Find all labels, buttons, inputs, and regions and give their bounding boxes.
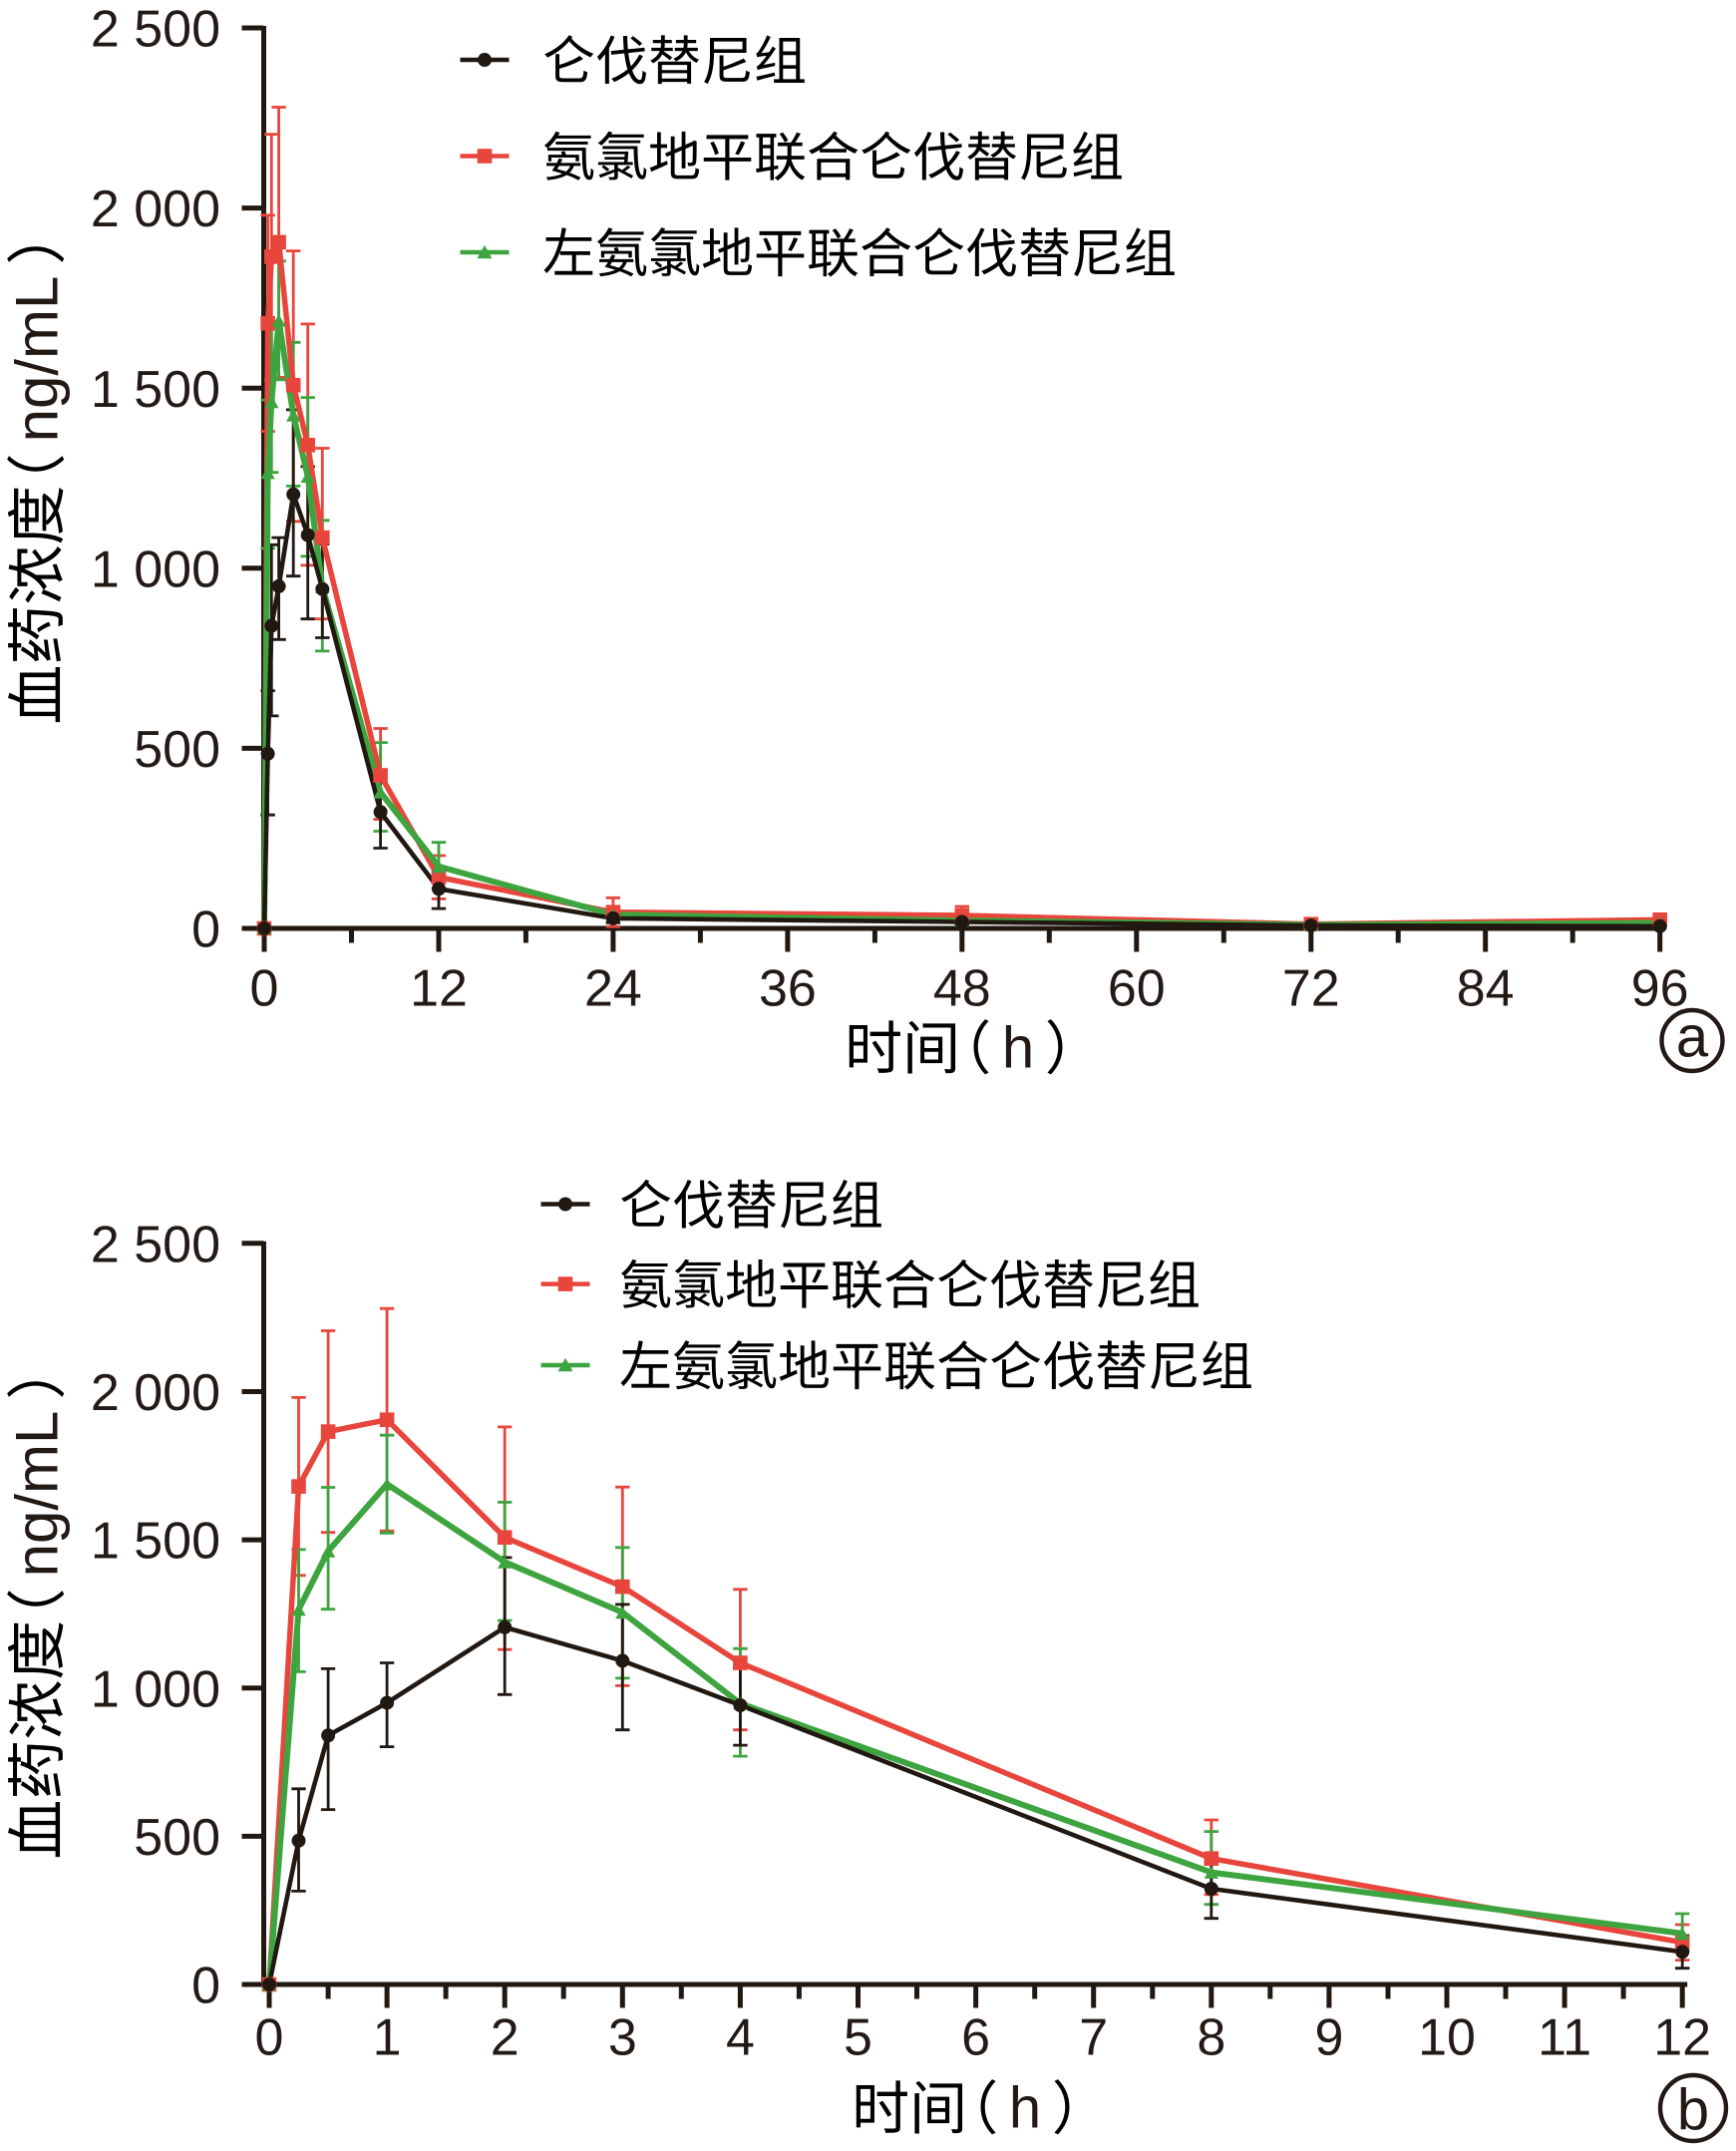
svg-text:2: 2 — [491, 2009, 520, 2067]
svg-text:36: 36 — [759, 960, 817, 1018]
svg-text:ng/mL: ng/mL — [3, 276, 70, 443]
svg-text:h: h — [1009, 2076, 1041, 2141]
svg-text:96: 96 — [1631, 960, 1689, 1018]
svg-text:0: 0 — [250, 960, 279, 1018]
svg-text:500: 500 — [134, 721, 220, 779]
svg-text:7: 7 — [1079, 2009, 1108, 2067]
svg-text:ng/mL: ng/mL — [3, 1411, 70, 1578]
svg-text:2 500: 2 500 — [91, 1217, 220, 1274]
svg-text:1 500: 1 500 — [91, 361, 220, 419]
svg-text:60: 60 — [1108, 960, 1166, 1018]
svg-text:4: 4 — [726, 2009, 755, 2067]
svg-text:8: 8 — [1197, 2009, 1225, 2067]
svg-text:3: 3 — [608, 2009, 637, 2067]
svg-text:1: 1 — [373, 2009, 402, 2067]
svg-text:84: 84 — [1457, 960, 1515, 1018]
svg-text:0: 0 — [191, 1958, 220, 2015]
svg-text:2 000: 2 000 — [91, 180, 220, 238]
svg-text:h: h — [1002, 1016, 1034, 1081]
svg-text:12: 12 — [410, 960, 468, 1018]
svg-text:0: 0 — [255, 2009, 284, 2067]
svg-text:9: 9 — [1314, 2009, 1343, 2067]
svg-text:a: a — [1676, 1005, 1709, 1070]
svg-text:500: 500 — [134, 1809, 220, 1867]
svg-text:10: 10 — [1418, 2009, 1476, 2067]
svg-text:48: 48 — [933, 960, 991, 1018]
svg-text:1 000: 1 000 — [91, 540, 220, 598]
svg-text:11: 11 — [1538, 2009, 1591, 2067]
svg-text:24: 24 — [584, 960, 642, 1018]
svg-text:1 000: 1 000 — [91, 1660, 220, 1718]
svg-text:2 500: 2 500 — [91, 1, 220, 59]
svg-text:5: 5 — [844, 2009, 872, 2067]
svg-text:1 500: 1 500 — [91, 1513, 220, 1571]
svg-text:12: 12 — [1653, 2009, 1711, 2067]
svg-text:0: 0 — [191, 901, 220, 959]
svg-text:b: b — [1677, 2078, 1709, 2143]
svg-text:72: 72 — [1282, 960, 1340, 1018]
svg-text:2 000: 2 000 — [91, 1364, 220, 1422]
svg-text:6: 6 — [961, 2009, 990, 2067]
